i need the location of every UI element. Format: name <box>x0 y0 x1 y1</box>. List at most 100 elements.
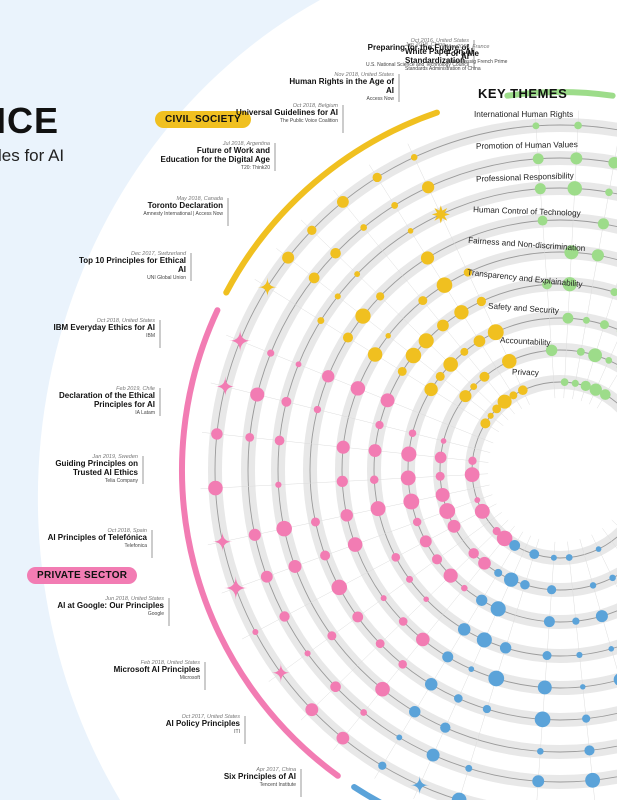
principle-dot <box>478 556 491 570</box>
principle-dot <box>543 616 555 628</box>
document-entry: Jun 2018, United States AI at Google: Our… <box>4 596 170 626</box>
document-title: Guiding Principles on Trusted AI Ethics <box>55 459 138 477</box>
document-entry: Jan 2018, China White Paper on AI Standar… <box>405 42 565 72</box>
principle-dot <box>331 579 348 596</box>
principle-dot <box>308 272 320 284</box>
principle-dot <box>435 487 450 502</box>
principle-dot <box>426 748 440 762</box>
principle-dot <box>487 324 504 341</box>
principle-dot <box>282 251 295 264</box>
document-entry: Apr 2017, China Six Principles of AI Tence… <box>136 767 302 797</box>
principle-dot <box>360 224 367 231</box>
private-sector-arc <box>179 307 341 779</box>
principle-dot <box>336 731 350 745</box>
document-entry: Jan 2019, Sweden Guiding Principles on Tr… <box>0 454 144 484</box>
principle-dot <box>440 722 451 733</box>
principle-dot <box>336 440 350 454</box>
document-meta: Mar 2018, France <box>446 44 490 50</box>
document-meta: Jul 2018, Argentina <box>222 141 270 147</box>
principle-dot <box>509 540 521 551</box>
principle-dot <box>367 347 383 362</box>
principle-dot <box>398 617 408 626</box>
document-meta: Nov 2018, United States <box>334 72 394 78</box>
principle-dot <box>454 305 469 320</box>
principle-dot <box>457 623 471 636</box>
theme-ring-line <box>341 251 617 689</box>
principle-dot <box>520 579 530 590</box>
principle-dot <box>589 383 602 396</box>
principle-dot <box>537 215 548 226</box>
principle-dot <box>275 481 282 488</box>
theme-label: Privacy <box>511 367 539 378</box>
principle-dot <box>368 444 382 457</box>
principle-dot <box>279 611 290 622</box>
principle-dot <box>492 527 501 536</box>
document-org: T20: Think20 <box>240 164 270 171</box>
principle-dot <box>435 371 445 381</box>
principle-dot <box>504 572 519 587</box>
principle-dot <box>378 761 387 770</box>
principle-dot <box>211 428 223 440</box>
document-title: Declaration of the Ethical Principles fo… <box>58 391 155 409</box>
principle-dot <box>517 385 528 396</box>
principle-dot <box>398 659 407 669</box>
document-meta: Apr 2017, China <box>256 767 296 773</box>
document-title: White Paper on AI Standardization <box>405 47 474 65</box>
document-meta: Feb 2019, Chile <box>116 386 155 392</box>
principle-dot <box>580 684 586 690</box>
principle-dot <box>600 389 611 400</box>
principle-dot <box>439 503 456 519</box>
principle-dot <box>502 354 517 369</box>
document-meta: Oct 2016, United States <box>410 38 469 44</box>
document-entry: Oct 2018, United States IBM Everyday Ethi… <box>0 318 161 348</box>
principle-dot <box>474 503 490 519</box>
principle-dot <box>281 396 292 407</box>
document-title: Future of Work and Education for the Dig… <box>160 146 270 164</box>
document-entry: Dec 2017, Switzerland Top 10 Principles f… <box>26 251 192 281</box>
document-tick <box>342 105 344 133</box>
document-tick <box>274 143 276 171</box>
principle-dot <box>407 228 414 234</box>
principle-dot <box>580 380 591 391</box>
highlight-diamond <box>215 376 236 397</box>
document-org: IA Latam <box>135 409 155 416</box>
principle-dot <box>571 379 579 387</box>
principle-dot <box>376 292 385 301</box>
document-org: Standards Administration of China <box>405 65 481 72</box>
principle-dot <box>537 748 544 755</box>
document-meta: Jun 2018, United States <box>105 596 164 602</box>
principle-dot <box>565 554 573 561</box>
document-entry: Feb 2018, United States Microsoft AI Prin… <box>40 660 206 690</box>
theme-label: International Human Rights <box>474 110 574 119</box>
wheel-center <box>488 398 617 542</box>
principle-dot <box>370 501 386 517</box>
document-meta: Oct 2018, Spain <box>107 528 147 534</box>
principle-dot <box>267 349 275 357</box>
principle-dot <box>582 316 590 324</box>
theme-ring-line <box>277 187 617 753</box>
principle-dot <box>542 279 552 290</box>
document-title: Six Principles of AI <box>223 772 296 781</box>
document-tick <box>159 388 161 416</box>
principle-dot <box>480 418 491 429</box>
principle-dot <box>567 181 583 196</box>
principle-dot <box>391 201 399 209</box>
principle-dot <box>418 296 428 306</box>
principle-dot <box>494 568 503 577</box>
principle-dot <box>352 611 364 623</box>
principle-dot <box>534 711 551 728</box>
principle-dot <box>397 366 407 376</box>
principle-dot <box>424 678 438 691</box>
document-title: IBM Everyday Ethics for AI <box>53 323 155 332</box>
document-tick <box>227 198 229 226</box>
principle-dot <box>322 370 335 383</box>
document-meta: Oct 2018, United States <box>96 318 155 324</box>
principle-dot <box>576 347 585 356</box>
principle-dot <box>473 335 486 347</box>
principle-dot <box>608 645 615 652</box>
document-entry: Jul 2018, Argentina Future of Work and Ed… <box>110 141 276 171</box>
principle-dot <box>490 601 506 617</box>
principle-dot <box>406 575 414 583</box>
principle-dot <box>591 249 604 262</box>
